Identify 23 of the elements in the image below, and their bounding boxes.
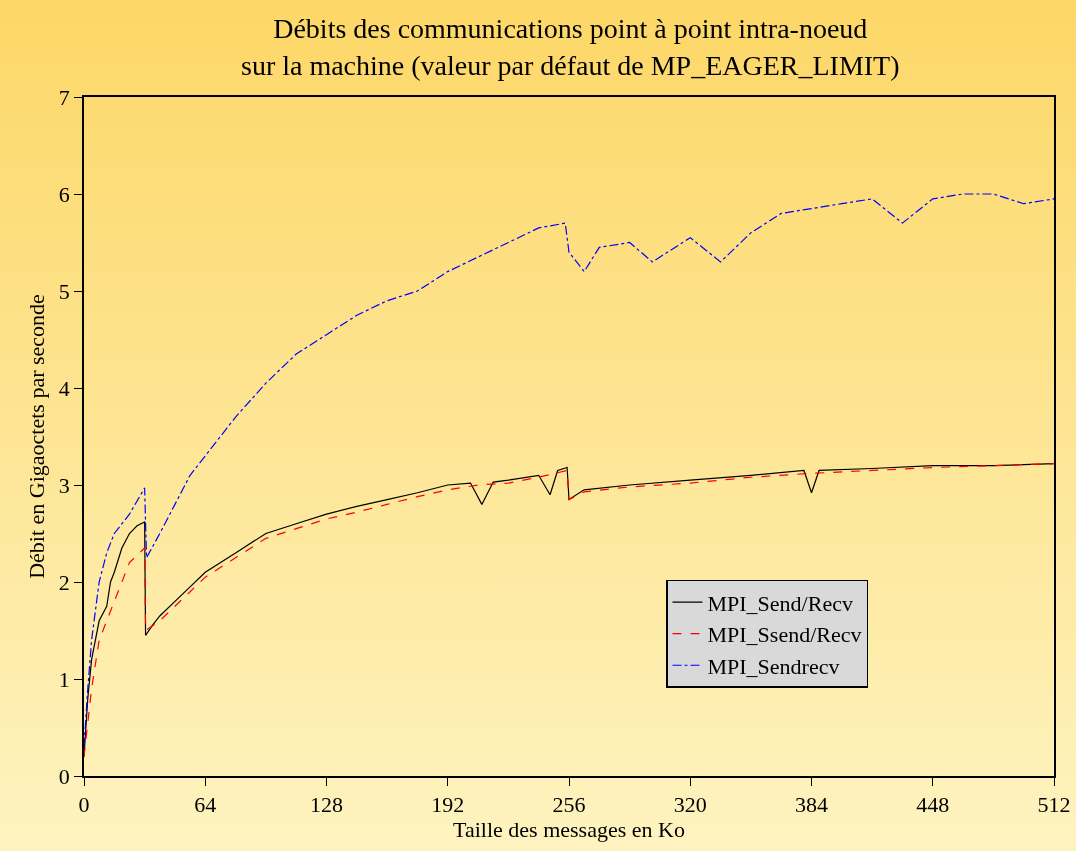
y-axis-title: Débit en Gigaoctets par seconde (24, 294, 50, 579)
y-tick-label: 0 (58, 763, 70, 789)
x-axis-title: Taille des messages en Ko (453, 817, 685, 843)
y-tick-label: 7 (58, 84, 70, 110)
x-tick-label: 0 (78, 792, 90, 818)
chart-title: Débits des communications point à point intra-noeud sur la machine (valeur par défaut de MP_EAGER_LIMIT) (241, 13, 900, 81)
legend-label: MPI_Send/Recv (707, 590, 853, 616)
legend-label: MPI_Sendrecv (707, 653, 840, 679)
y-tick-label: 4 (58, 375, 70, 401)
y-tick-label: 3 (58, 472, 70, 498)
legend-label: MPI_Ssend/Recv (707, 622, 862, 648)
y-tick-label: 2 (58, 569, 70, 595)
x-tick-label: 192 (431, 792, 465, 818)
y-tick-label: 1 (58, 666, 70, 692)
x-tick-label: 512 (1037, 792, 1071, 818)
x-tick-label: 128 (310, 792, 343, 818)
x-tick-label: 384 (795, 792, 828, 818)
x-tick-label: 448 (916, 792, 950, 818)
x-tick-label: 256 (552, 792, 586, 818)
x-tick-label: 320 (673, 792, 707, 818)
y-tick-label: 5 (58, 278, 70, 304)
y-tick-label: 6 (58, 181, 70, 207)
x-tick-label: 64 (194, 792, 217, 818)
